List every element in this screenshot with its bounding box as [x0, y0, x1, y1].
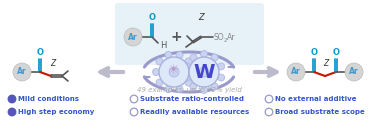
- Text: +: +: [170, 30, 182, 44]
- Text: Z: Z: [198, 13, 204, 22]
- Text: Mild conditions: Mild conditions: [18, 96, 79, 102]
- Text: 49 examples, up to 92% yield: 49 examples, up to 92% yield: [136, 87, 242, 93]
- Circle shape: [189, 69, 195, 76]
- Circle shape: [200, 50, 208, 57]
- Circle shape: [8, 108, 16, 116]
- Text: High step economy: High step economy: [18, 109, 95, 115]
- FancyBboxPatch shape: [115, 3, 264, 65]
- Text: 2: 2: [224, 37, 228, 43]
- Text: Ar: Ar: [291, 67, 301, 76]
- Text: O: O: [149, 13, 155, 22]
- Circle shape: [165, 51, 172, 58]
- Circle shape: [218, 63, 225, 70]
- Text: SO: SO: [214, 32, 225, 41]
- Circle shape: [176, 51, 183, 58]
- Circle shape: [176, 86, 183, 93]
- Circle shape: [183, 74, 191, 81]
- Text: Ar: Ar: [349, 67, 359, 76]
- Circle shape: [345, 63, 363, 81]
- Text: Ar: Ar: [227, 32, 235, 41]
- Circle shape: [190, 83, 197, 90]
- Circle shape: [156, 79, 163, 86]
- Text: Ar: Ar: [128, 32, 138, 41]
- Circle shape: [165, 86, 172, 93]
- Circle shape: [287, 63, 305, 81]
- Text: Z: Z: [323, 59, 328, 68]
- Circle shape: [156, 58, 163, 65]
- Circle shape: [152, 69, 160, 76]
- Text: Z: Z: [50, 59, 56, 68]
- Text: Broad substrate scope: Broad substrate scope: [275, 109, 365, 115]
- Text: Ar: Ar: [17, 67, 27, 76]
- Circle shape: [159, 57, 189, 87]
- Circle shape: [8, 95, 16, 103]
- Circle shape: [169, 67, 179, 77]
- Circle shape: [211, 83, 218, 90]
- Text: H: H: [160, 41, 166, 50]
- Circle shape: [13, 63, 31, 81]
- Circle shape: [199, 67, 209, 77]
- Circle shape: [189, 57, 219, 87]
- Circle shape: [185, 58, 192, 65]
- Text: No external additive: No external additive: [275, 96, 356, 102]
- Text: Readily available resources: Readily available resources: [140, 109, 249, 115]
- Circle shape: [183, 63, 191, 70]
- Text: Substrate ratio-controlled: Substrate ratio-controlled: [140, 96, 244, 102]
- Text: O: O: [37, 48, 43, 57]
- Circle shape: [124, 28, 142, 46]
- Circle shape: [211, 54, 218, 61]
- Text: ☀: ☀: [168, 64, 180, 77]
- Circle shape: [218, 74, 225, 81]
- Circle shape: [185, 79, 192, 86]
- Text: O: O: [310, 48, 318, 57]
- Circle shape: [200, 86, 208, 93]
- Text: O: O: [333, 48, 339, 57]
- Circle shape: [190, 54, 197, 61]
- Text: W: W: [193, 63, 215, 82]
